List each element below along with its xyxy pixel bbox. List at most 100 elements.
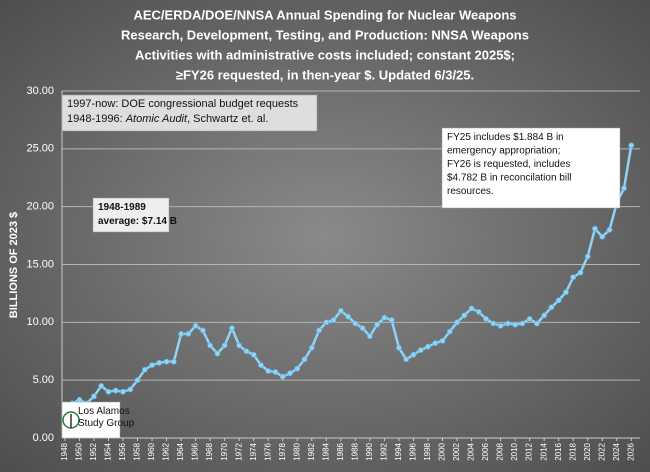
x-tick-label: 2006 [481,442,490,460]
annotation-text: average: $7.14 B [98,216,177,227]
data-point [199,327,206,334]
annotation-text: $4.782 B in reconcilation bill [447,172,572,183]
annotation-text-part: resources. [447,186,494,197]
x-tick-label: 1980 [292,442,301,460]
x-tick-label: 1958 [133,442,142,460]
y-tick-label: 20.00 [26,201,54,213]
data-point [628,142,635,149]
data-point [250,351,257,358]
data-point [149,362,155,369]
data-point [345,313,351,320]
data-point [570,274,577,281]
data-point [490,320,497,327]
data-point [337,307,344,314]
annotation-text: Los Alamos [78,406,130,417]
x-tick-label: 1988 [350,442,359,460]
data-point [555,297,562,304]
annotation-text-part: 1997-now: DOE congressional budget reque… [67,98,299,110]
data-point [229,325,235,332]
data-point [236,342,243,349]
data-point [134,377,141,384]
x-tick-label: 2010 [510,442,519,460]
x-tick-label: 2018 [568,442,577,460]
data-point [141,366,148,373]
data-point [468,305,475,312]
y-tick-label: 10.00 [26,316,54,328]
chart-title: ≥FY26 requested, in then-year $. Updated… [176,67,474,82]
chart-title: Research, Development, Testing, and Prod… [121,27,529,42]
data-point [374,321,381,328]
x-tick-label: 1968 [205,442,214,460]
x-tick-label: 1962 [162,442,171,460]
x-tick-label: 2026 [626,442,635,460]
x-tick-label: 1952 [89,442,98,460]
data-point [425,343,431,350]
annotation-text-part: 1948-1996: [67,113,126,125]
data-point [112,387,119,394]
data-point [577,269,584,276]
x-tick-label: 1998 [423,442,432,460]
data-point [279,373,286,380]
data-point [432,340,439,347]
annotation-text: Study Group [78,418,135,429]
data-point [352,320,359,327]
annotation-text: 1948-1989 [98,202,146,213]
x-tick-label: 2004 [467,442,476,460]
data-point [330,317,337,323]
data-point [359,325,366,332]
x-tick-label: 1948 [60,442,69,460]
annotation-text-part: FY26 is requested, includes [447,159,570,170]
data-point [519,320,526,327]
x-tick-label: 1996 [409,442,418,460]
x-tick-label: 1986 [336,442,345,460]
data-point [258,362,264,369]
x-tick-label: 1972 [234,442,243,460]
data-point [221,342,228,349]
x-tick-label: 2016 [554,442,563,460]
annotation-box [92,197,170,233]
x-tick-label: 1978 [278,442,287,460]
data-point [563,289,569,296]
x-tick-label: 1992 [380,442,389,460]
x-tick-label: 1990 [365,442,374,460]
data-point [533,320,540,327]
annotation-text-part: , Schwartz et. al. [187,113,268,125]
y-tick-label: 5.00 [33,374,54,386]
data-point [265,368,272,374]
data-point [599,233,606,240]
annotation-text-part: Los Alamos [78,406,130,417]
data-point [287,370,293,377]
y-tick-label: 30.00 [26,85,54,97]
data-point [504,320,511,327]
data-point [512,321,519,328]
data-point [272,369,279,375]
chart-title: AEC/ERDA/DOE/NNSA Annual Spending for Nu… [133,7,516,22]
data-point [621,185,627,192]
data-point [584,253,591,260]
data-point [214,350,221,357]
data-point [207,342,214,349]
data-point [526,315,533,322]
x-tick-label: 1966 [191,442,200,460]
x-tick-label: 2000 [438,442,447,460]
annotation-text: 1997-now: DOE congressional budget reque… [67,98,299,110]
x-tick-label: 2014 [539,442,548,460]
annotation-text-part: Study Group [78,418,135,429]
data-point [323,319,330,326]
annotation-box [61,94,318,132]
x-tick-label: 1974 [249,442,258,460]
data-point [541,312,548,319]
x-tick-label: 2008 [496,442,505,460]
data-point [475,309,482,315]
x-tick-label: 1956 [118,442,127,460]
data-point [178,330,184,337]
annotation-text: FY26 is requested, includes [447,159,570,170]
annotation-text-part: 1948-1989 [98,202,146,213]
data-point [366,333,373,340]
data-point [308,344,315,351]
x-tick-label: 2022 [597,442,606,460]
data-point [461,312,468,319]
data-point [91,393,97,400]
data-point [294,365,301,372]
